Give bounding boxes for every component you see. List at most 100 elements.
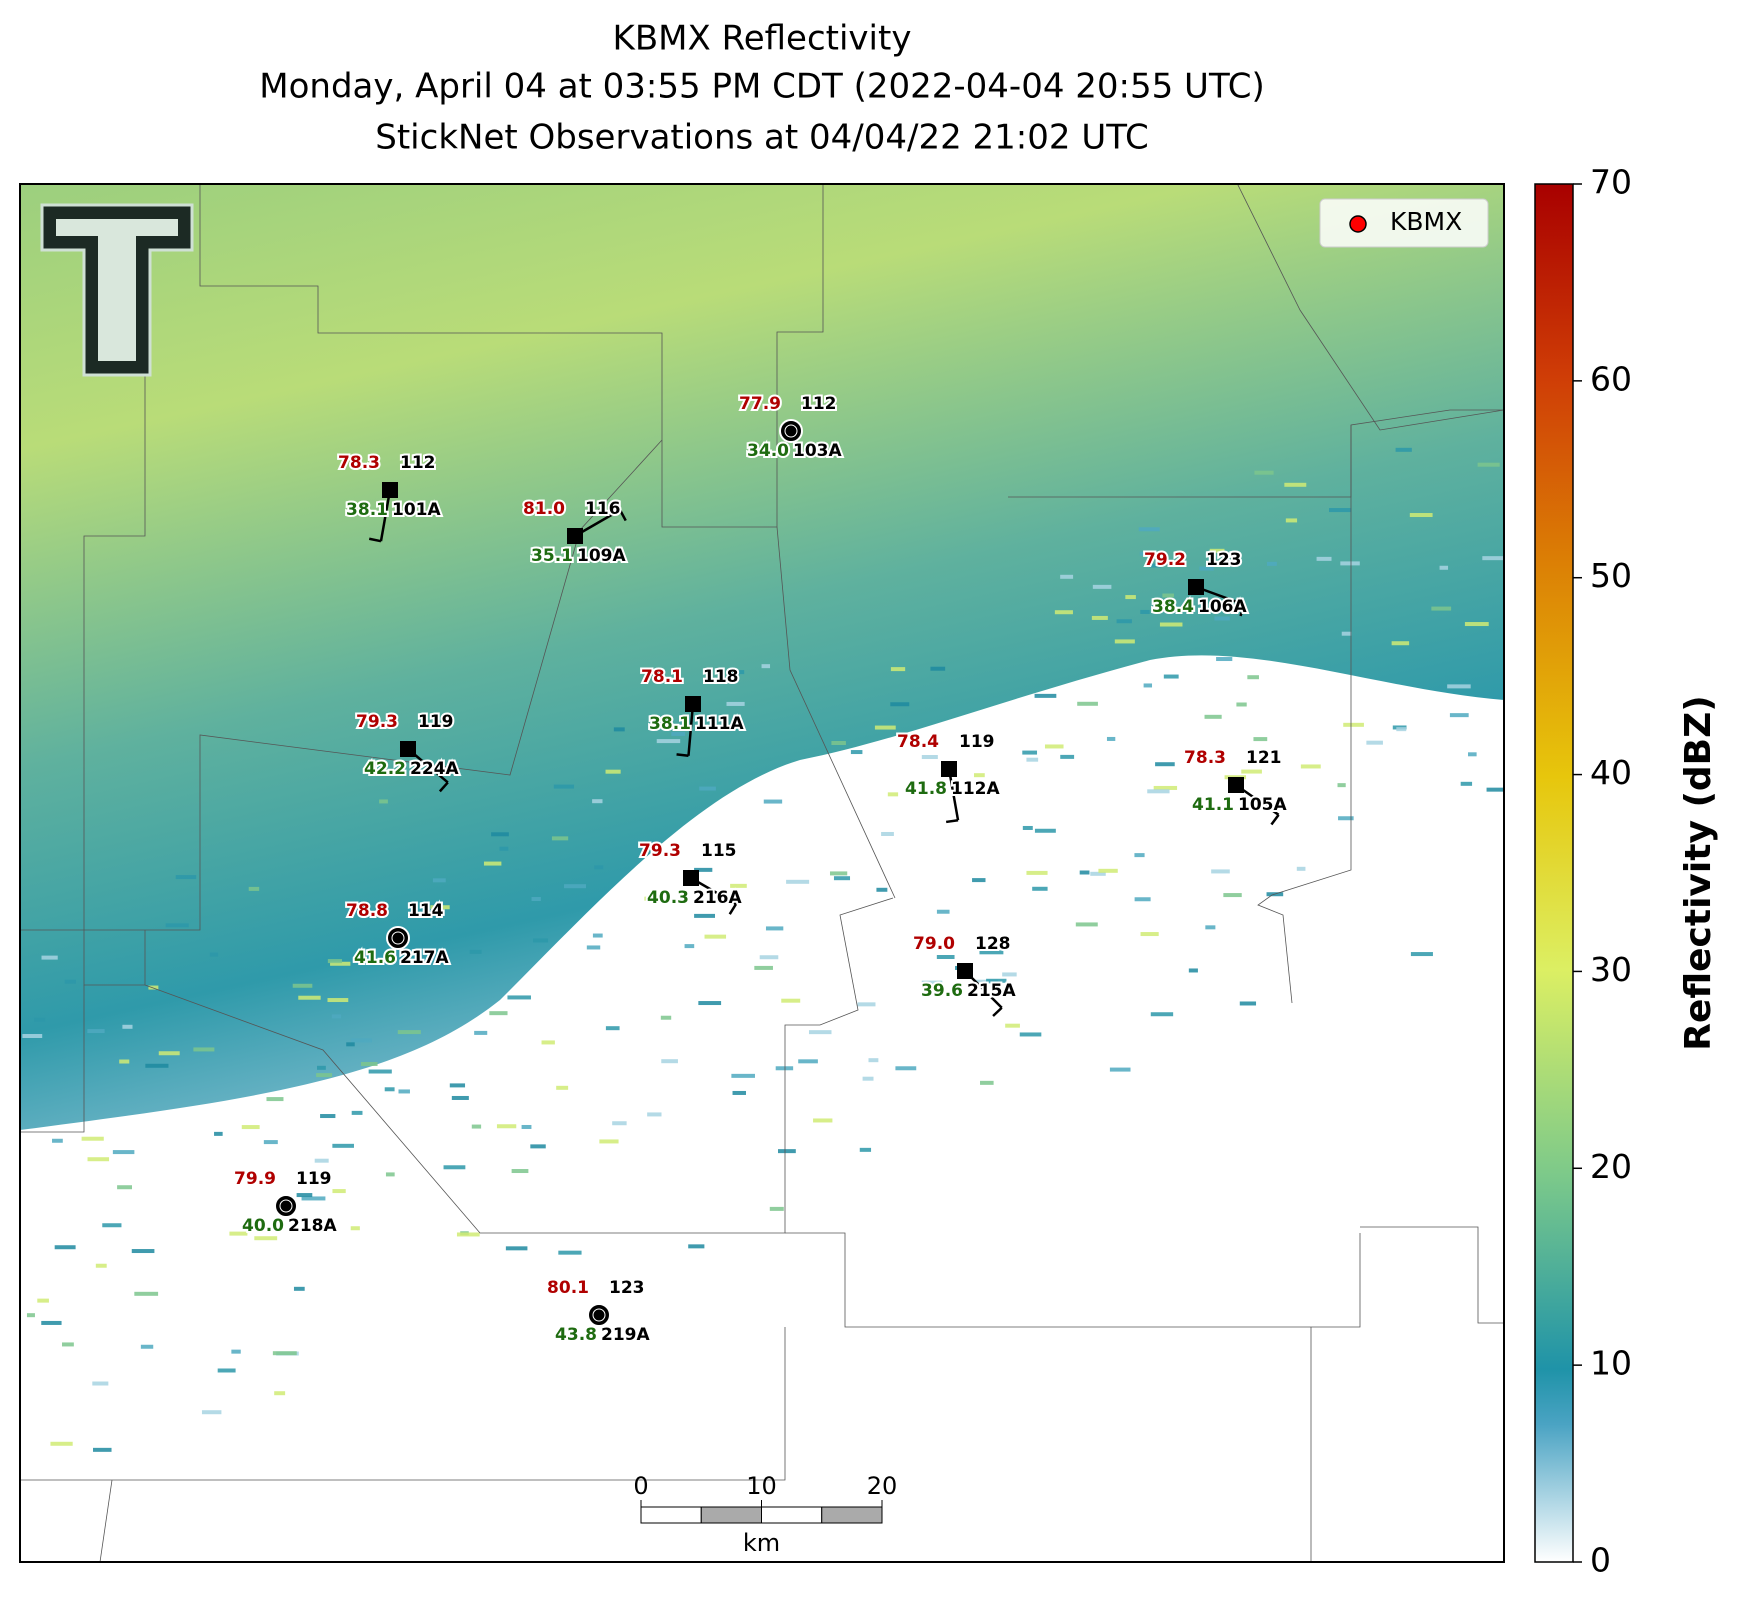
echo-pixel (1316, 556, 1332, 561)
echo-pixel (1285, 518, 1298, 523)
echo-pixel (808, 1030, 832, 1035)
wind-barb (1195, 585, 1246, 606)
station-value: 123 (609, 1278, 645, 1298)
echo-pixel (214, 1131, 223, 1136)
temperature: 80.1 (547, 1278, 589, 1298)
map-frame (19, 183, 1505, 1563)
echo-pixel (1431, 606, 1452, 611)
echo-pixel (671, 731, 686, 736)
echo-pixel (1205, 925, 1216, 930)
colorbar-tick-label: 40 (1590, 753, 1632, 792)
echo-pixel (122, 1024, 133, 1029)
echo-pixel (699, 786, 716, 791)
echo-pixel (1077, 701, 1098, 706)
echo-pixel (1032, 886, 1048, 891)
echo-pixel (661, 1059, 678, 1064)
echo-pixel (1162, 593, 1174, 598)
wind-barb (1270, 814, 1280, 826)
echo-pixel (973, 773, 985, 778)
echo-pixel (432, 878, 446, 883)
colorbar-ticks: 0 10 20 30 40 50 60 70 (1573, 163, 1632, 1580)
echo-pixel (93, 1447, 112, 1452)
dewpoint: 43.8 (555, 1325, 597, 1345)
echo-pixel (248, 886, 260, 891)
station-id: 109A (577, 546, 626, 566)
dewpoint: 38.4 (1152, 597, 1194, 617)
echo-pixel (876, 887, 888, 892)
echo-pixel (499, 846, 509, 851)
echo-pixel (1391, 641, 1410, 646)
echo-pixel (831, 741, 846, 746)
echo-pixel (449, 1083, 466, 1088)
echo-pixel (87, 1157, 110, 1162)
echo-pixel (511, 1169, 529, 1174)
echo-pixel (599, 1139, 619, 1144)
echo-pixel (887, 792, 899, 797)
station-value: 114 (408, 901, 444, 921)
echo-pixel (34, 1017, 46, 1022)
echo-pixel (52, 1138, 63, 1143)
echo-pixel (592, 933, 603, 938)
echo-pixel (1340, 561, 1360, 566)
echo-pixel (95, 1263, 107, 1268)
echo-pixel (1300, 764, 1321, 769)
echo-pixel (1209, 548, 1225, 553)
echo-pixel (979, 950, 1004, 955)
echo-pixel (833, 876, 851, 881)
echo-pixel (1139, 551, 1153, 556)
echo-pixel (201, 1410, 222, 1415)
echo-pixel (165, 923, 189, 928)
echo-pixel (895, 1066, 917, 1071)
station-value: 128 (975, 934, 1011, 954)
echo-pixel (1022, 825, 1033, 830)
echo-pixel (81, 1136, 104, 1141)
temperature: 79.0 (913, 934, 955, 954)
echo-pixel (489, 1011, 508, 1016)
echo-pixel (26, 1313, 35, 1318)
county-lines (20, 184, 1504, 1562)
echo-pixel (331, 1014, 342, 1019)
echo-pixel (732, 1090, 746, 1095)
station-id: 216A (693, 888, 742, 908)
echo-pixel (360, 1061, 378, 1066)
station-value: 118 (703, 667, 739, 687)
echo-pixel (37, 1298, 49, 1303)
echo-pixel (456, 1232, 480, 1237)
scale-tick-label: 20 (867, 1472, 898, 1500)
echo-pixel (158, 1051, 180, 1056)
legend-marker (1349, 215, 1367, 233)
echo-pixel (1296, 866, 1306, 871)
echo-pixel (1092, 584, 1112, 589)
echo-pixel (491, 832, 509, 837)
station-id: 105A (1238, 795, 1287, 815)
echo-pixel (1155, 762, 1175, 767)
echo-pixel (982, 741, 992, 746)
echo-pixel (1449, 713, 1469, 718)
echo-pixel (857, 1002, 876, 1007)
echo-pixel (647, 1112, 662, 1117)
temperature: 78.4 (897, 732, 939, 752)
echo-pixel (1034, 828, 1056, 833)
echo-pixel (777, 1149, 796, 1154)
echo-pixel (644, 896, 661, 901)
echo-pixel (1468, 752, 1477, 757)
station-value: 123 (1206, 550, 1242, 570)
echo-pixel (316, 1065, 326, 1070)
echo-pixel (1266, 561, 1277, 566)
echo-pixel (1253, 737, 1268, 742)
echo-pixel (592, 799, 603, 804)
echo-pixel (936, 955, 955, 960)
wind-barb (618, 509, 627, 522)
echo-pixel (398, 1089, 410, 1094)
echo-pixel (193, 1047, 215, 1052)
echo-pixel (1140, 932, 1159, 937)
echo-pixel (293, 1286, 305, 1291)
station-marker (391, 931, 405, 945)
echo-pixel (1223, 893, 1242, 898)
echo-pixel (1005, 1023, 1020, 1028)
echo-pixel (266, 1097, 284, 1102)
subtitle: StickNet Observations at 04/04/22 21:02 … (375, 118, 1148, 158)
echo-pixel (330, 961, 351, 966)
echo-pixel (231, 1349, 241, 1354)
temperature: 78.8 (346, 901, 388, 921)
